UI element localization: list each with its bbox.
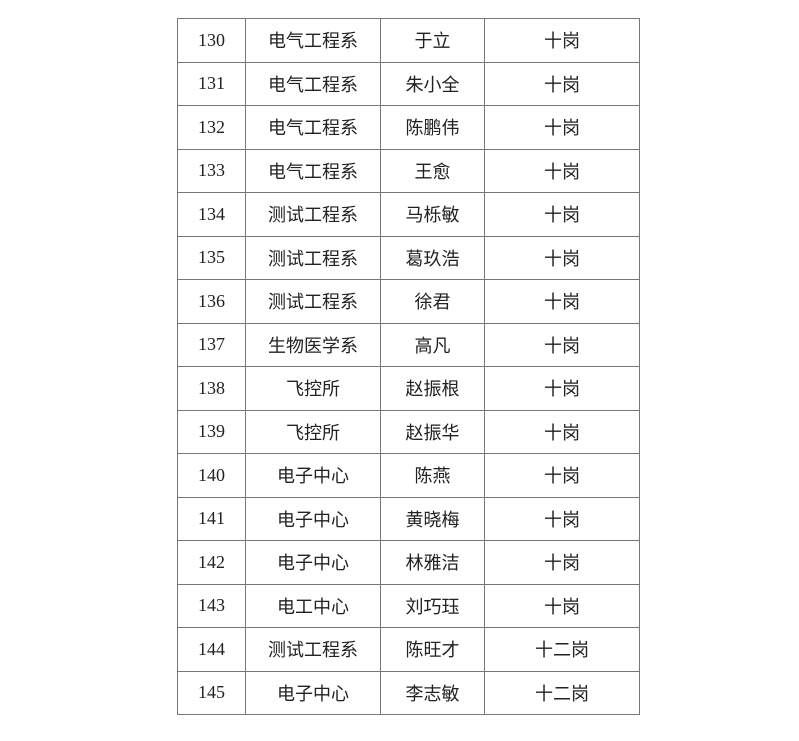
department-cell: 电子中心 xyxy=(245,496,381,541)
row-number-cell: 137 xyxy=(177,322,246,367)
row-number-cell: 143 xyxy=(177,583,246,628)
name-cell: 李志敏 xyxy=(380,670,485,715)
row-number-cell: 134 xyxy=(177,192,246,237)
department-cell: 生物医学系 xyxy=(245,322,381,367)
table-row: 131 电气工程系 朱小全 十岗 xyxy=(177,61,640,106)
table-row: 143 电工中心 刘巧珏 十岗 xyxy=(177,583,640,628)
name-cell: 高凡 xyxy=(380,322,485,367)
name-cell: 林雅洁 xyxy=(380,540,485,585)
name-cell: 刘巧珏 xyxy=(380,583,485,628)
row-number-cell: 142 xyxy=(177,540,246,585)
row-number-cell: 131 xyxy=(177,61,246,106)
department-cell: 电子中心 xyxy=(245,670,381,715)
department-cell: 测试工程系 xyxy=(245,279,381,324)
row-number-cell: 136 xyxy=(177,279,246,324)
department-cell: 测试工程系 xyxy=(245,192,381,237)
department-cell: 测试工程系 xyxy=(245,235,381,280)
row-number-cell: 141 xyxy=(177,496,246,541)
department-cell: 电子中心 xyxy=(245,453,381,498)
table-row: 130 电气工程系 于立 十岗 xyxy=(177,18,640,63)
row-number-cell: 133 xyxy=(177,148,246,193)
department-cell: 飞控所 xyxy=(245,366,381,411)
table-row: 138 飞控所 赵振根 十岗 xyxy=(177,366,640,411)
table-row: 133 电气工程系 王愈 十岗 xyxy=(177,148,640,193)
name-cell: 陈鹏伟 xyxy=(380,105,485,150)
row-number-cell: 139 xyxy=(177,409,246,454)
department-cell: 电气工程系 xyxy=(245,18,381,63)
table-row: 141 电子中心 黄晓梅 十岗 xyxy=(177,496,640,541)
table-row: 134 测试工程系 马栎敏 十岗 xyxy=(177,192,640,237)
table-row: 136 测试工程系 徐君 十岗 xyxy=(177,279,640,324)
position-level-cell: 十岗 xyxy=(484,496,640,541)
table-row: 135 测试工程系 葛玖浩 十岗 xyxy=(177,235,640,280)
position-level-cell: 十岗 xyxy=(484,322,640,367)
department-cell: 电气工程系 xyxy=(245,105,381,150)
name-cell: 陈旺才 xyxy=(380,627,485,672)
department-cell: 电工中心 xyxy=(245,583,381,628)
department-cell: 电气工程系 xyxy=(245,148,381,193)
position-level-cell: 十二岗 xyxy=(484,627,640,672)
name-cell: 朱小全 xyxy=(380,61,485,106)
department-cell: 飞控所 xyxy=(245,409,381,454)
name-cell: 王愈 xyxy=(380,148,485,193)
name-cell: 徐君 xyxy=(380,279,485,324)
name-cell: 于立 xyxy=(380,18,485,63)
table-row: 142 电子中心 林雅洁 十岗 xyxy=(177,540,640,585)
position-level-cell: 十岗 xyxy=(484,235,640,280)
position-level-cell: 十岗 xyxy=(484,453,640,498)
position-level-cell: 十岗 xyxy=(484,583,640,628)
row-number-cell: 135 xyxy=(177,235,246,280)
name-cell: 陈燕 xyxy=(380,453,485,498)
position-level-cell: 十岗 xyxy=(484,540,640,585)
table-body: 130 电气工程系 于立 十岗 131 电气工程系 朱小全 十岗 132 电气工程系 陈鹏伟 十岗 13… xyxy=(177,18,640,715)
name-cell: 马栎敏 xyxy=(380,192,485,237)
table-row: 144 测试工程系 陈旺才 十二岗 xyxy=(177,627,640,672)
row-number-cell: 132 xyxy=(177,105,246,150)
name-cell: 赵振华 xyxy=(380,409,485,454)
position-level-cell: 十岗 xyxy=(484,61,640,106)
table-row: 139 飞控所 赵振华 十岗 xyxy=(177,409,640,454)
name-cell: 赵振根 xyxy=(380,366,485,411)
position-level-cell: 十二岗 xyxy=(484,670,640,715)
row-number-cell: 130 xyxy=(177,18,246,63)
department-cell: 测试工程系 xyxy=(245,627,381,672)
table-row: 137 生物医学系 高凡 十岗 xyxy=(177,322,640,367)
department-cell: 电子中心 xyxy=(245,540,381,585)
name-cell: 黄晓梅 xyxy=(380,496,485,541)
table-row: 145 电子中心 李志敏 十二岗 xyxy=(177,670,640,715)
position-level-cell: 十岗 xyxy=(484,18,640,63)
row-number-cell: 140 xyxy=(177,453,246,498)
department-cell: 电气工程系 xyxy=(245,61,381,106)
position-level-cell: 十岗 xyxy=(484,366,640,411)
position-level-cell: 十岗 xyxy=(484,409,640,454)
row-number-cell: 144 xyxy=(177,627,246,672)
name-cell: 葛玖浩 xyxy=(380,235,485,280)
staff-table: 130 电气工程系 于立 十岗 131 电气工程系 朱小全 十岗 132 电气工程系 陈鹏伟 十岗 13… xyxy=(177,18,640,715)
row-number-cell: 145 xyxy=(177,670,246,715)
row-number-cell: 138 xyxy=(177,366,246,411)
table-row: 132 电气工程系 陈鹏伟 十岗 xyxy=(177,105,640,150)
position-level-cell: 十岗 xyxy=(484,148,640,193)
position-level-cell: 十岗 xyxy=(484,279,640,324)
position-level-cell: 十岗 xyxy=(484,105,640,150)
position-level-cell: 十岗 xyxy=(484,192,640,237)
table-row: 140 电子中心 陈燕 十岗 xyxy=(177,453,640,498)
